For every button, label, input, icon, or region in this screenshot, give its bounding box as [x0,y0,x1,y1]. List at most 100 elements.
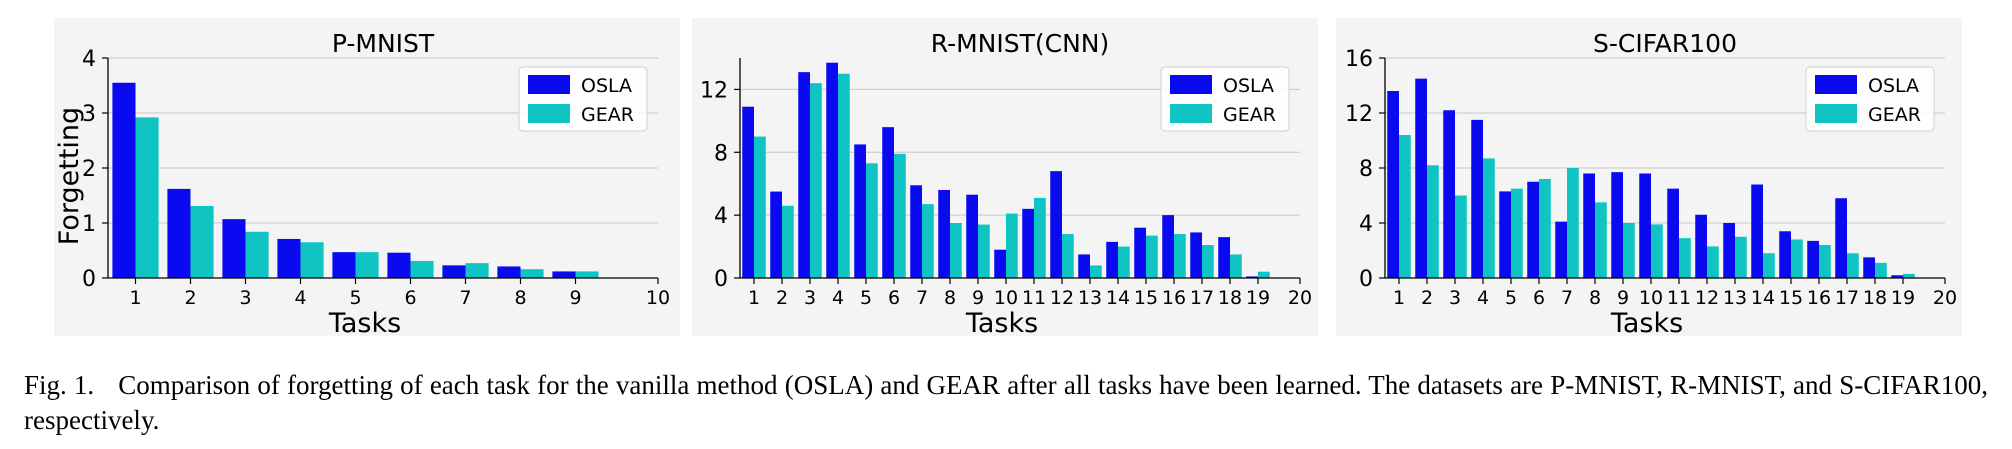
bar-gear [1819,245,1831,278]
bar-osla [1695,214,1707,278]
legend-swatch-gear [528,104,570,123]
bar-gear [190,205,214,278]
x-tick-label: 1 [748,287,760,309]
bar-gear [978,224,990,278]
bar-osla [1134,227,1146,278]
x-tick-label: 6 [1533,287,1545,309]
x-tick-label: 15 [1134,287,1158,309]
x-axis-label: Tasks [328,308,401,339]
bar-osla [1415,78,1427,279]
x-tick-label: 20 [1288,287,1312,309]
bar-gear [1511,188,1523,279]
bar-gear [1090,265,1102,278]
x-tick-label: 14 [1751,287,1775,309]
x-tick-label: 4 [832,287,844,309]
y-tick-label: 8 [714,141,728,166]
x-tick-label: 8 [1589,287,1601,309]
bar-gear [1707,246,1719,279]
bar-gear [1230,254,1242,278]
bar-osla [1891,275,1903,278]
bar-gear [1875,262,1887,279]
bar-osla [1751,184,1763,278]
bar-osla [1443,110,1455,278]
bar-gear [866,163,878,278]
bar-osla [1611,172,1623,279]
bar-gear [1735,236,1747,278]
x-tick-label: 16 [1162,287,1186,309]
bar-osla [1387,91,1399,278]
bar-gear [1118,246,1130,278]
bar-gear [1539,179,1551,278]
chart-title: R-MNIST(CNN) [931,29,1110,58]
y-tick-label: 0 [714,267,728,292]
bar-osla [1555,221,1567,279]
x-tick-label: 15 [1779,287,1803,309]
y-tick-label: 4 [1359,212,1373,237]
bar-gear [355,252,379,278]
bar-gear [838,73,850,279]
x-tick-label: 12 [1050,287,1074,309]
bar-gear [1034,197,1046,278]
legend-label-osla: OSLA [581,75,632,97]
bar-gear [950,223,962,278]
x-tick-label: 18 [1218,287,1242,309]
y-tick-label: 0 [1359,267,1373,292]
x-tick-label: 2 [1421,287,1433,309]
legend-swatch-gear [1815,104,1857,123]
x-tick-label: 17 [1190,287,1214,309]
x-tick-label: 3 [1449,287,1461,309]
x-axis-label: Tasks [965,308,1038,339]
bar-gear [135,117,159,279]
x-tick-label: 3 [804,287,816,309]
bar-osla [1022,208,1034,278]
y-tick-label: 4 [82,47,96,72]
x-tick-label: 20 [1933,287,1957,309]
bar-osla [1667,188,1679,279]
chart-panel-2: 1 2 3 4 5 6 7 8 9 10 11 12 13 14 15 16 17 18 19 2004812R-MN… [692,18,1318,339]
legend-swatch-osla [528,75,570,94]
legend-label-gear: GEAR [1868,104,1921,126]
x-tick-label: 19 [1246,287,1270,309]
y-tick-label: 2 [82,157,96,182]
bar-gear [1062,234,1074,278]
bar-gear [1847,253,1859,278]
bar-gear [520,269,544,278]
bar-osla [1078,254,1090,278]
bar-osla [1162,215,1174,278]
bar-osla [332,252,356,278]
bar-gear [575,271,599,278]
x-tick-label: 11 [1022,287,1046,309]
y-tick-label: 8 [1359,157,1373,182]
x-tick-label: 12 [1695,287,1719,309]
figure-caption: Fig. 1. Comparison of forgetting of each … [24,368,1988,438]
bar-osla [1106,241,1118,278]
x-tick-label: 8 [514,287,526,309]
x-tick-label: 7 [459,287,471,309]
x-tick-label: 19 [1891,287,1915,309]
bar-gear [465,263,489,278]
caption-text: Comparison of forgetting of each task fo… [24,370,1988,435]
y-tick-label: 0 [82,267,96,292]
y-tick-label: 12 [1345,102,1373,127]
y-tick-label: 16 [1345,47,1373,72]
bar-osla [1246,276,1258,278]
bar-osla [826,62,838,279]
bar-osla [966,194,978,278]
bar-osla [1723,223,1735,278]
bar-osla [910,185,922,278]
bar-osla [1499,191,1511,279]
bar-osla [1835,198,1847,278]
bar-gear [1006,213,1018,278]
legend-swatch-osla [1170,75,1212,94]
legend-swatch-osla [1815,75,1857,94]
bar-gear [1791,239,1803,278]
bar-osla [387,252,411,278]
x-tick-label: 7 [1561,287,1573,309]
caption-label: Fig. 1. [24,370,95,400]
bar-osla [1050,171,1062,278]
bar-gear [1399,135,1411,278]
legend-label-gear: GEAR [581,104,634,126]
x-tick-label: 2 [184,287,196,309]
x-tick-label: 10 [994,287,1018,309]
legend-swatch-gear [1170,104,1212,123]
